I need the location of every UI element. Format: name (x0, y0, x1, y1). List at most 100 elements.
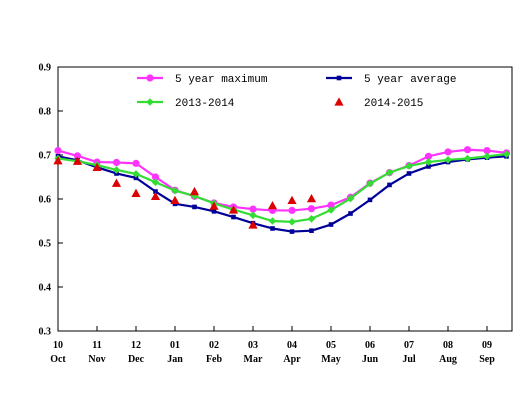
data-point (328, 222, 334, 227)
data-point (151, 173, 160, 181)
x-tick-label-number: 12 (131, 340, 141, 351)
data-point (231, 214, 236, 220)
data-point (424, 152, 433, 160)
x-tick-label-month: Jul (402, 354, 416, 365)
data-point (287, 195, 297, 204)
data-point (133, 175, 139, 181)
x-axis: 10 Oct 11 Nov 12 Dec 01 Jan 02 Feb 03 Mar 04 Apr 05 May… (50, 326, 495, 365)
legend-entry: 2013-2014 (137, 98, 235, 110)
x-tick-label-month: Dec (128, 354, 145, 365)
y-tick-label: 0.7 (39, 151, 52, 162)
data-point (171, 186, 179, 195)
x-tick-label-month: Aug (439, 354, 457, 365)
x-tick-label-number: 02 (209, 340, 219, 351)
data-point (270, 226, 275, 231)
data-point (112, 166, 121, 174)
y-tick-label: 0.4 (39, 283, 52, 294)
data-point (288, 218, 296, 226)
data-point (502, 150, 511, 158)
data-point (309, 228, 314, 233)
x-tick-label-number: 07 (404, 340, 414, 351)
x-tick-label-number: 05 (326, 340, 336, 351)
data-point (249, 211, 257, 220)
data-point (346, 194, 355, 203)
data-point (131, 188, 141, 197)
data-point (444, 148, 452, 156)
legend-label: 5 year maximum (175, 74, 268, 86)
data-point (211, 209, 217, 214)
y-tick-label: 0.6 (39, 195, 52, 206)
data-point (153, 189, 158, 194)
data-point (289, 229, 295, 234)
data-point (334, 97, 344, 106)
data-point (192, 204, 197, 210)
x-tick-label-month: Nov (88, 354, 105, 365)
series-2014-2015 (53, 156, 317, 229)
data-point (288, 206, 296, 215)
data-point (444, 156, 452, 164)
data-point (228, 205, 239, 214)
data-point (387, 182, 392, 188)
legend-entry: 5 year average (326, 74, 456, 86)
data-point (92, 162, 102, 171)
x-tick-label-month: Feb (206, 354, 223, 365)
data-point (406, 171, 412, 176)
x-tick-label-month: Jan (167, 354, 183, 365)
data-point (248, 220, 258, 229)
data-point (132, 170, 140, 178)
data-point (189, 186, 200, 196)
data-point (151, 178, 160, 187)
data-point (463, 146, 472, 154)
data-point (209, 201, 219, 210)
data-point (483, 147, 491, 155)
data-point (53, 156, 63, 165)
legend-entry: 2014-2015 (334, 97, 423, 110)
x-tick-label-number: 04 (287, 340, 297, 351)
x-tick-label-month: Jun (362, 354, 379, 365)
x-tick-label-number: 10 (53, 340, 63, 351)
series-layer (53, 146, 511, 234)
data-point (463, 154, 472, 163)
data-point (170, 195, 180, 204)
data-point (307, 215, 316, 223)
data-point (73, 152, 82, 160)
data-point (112, 158, 121, 167)
x-tick-label-month: Apr (283, 354, 301, 365)
data-point (72, 156, 83, 165)
data-point (385, 168, 394, 177)
data-point (111, 178, 122, 187)
data-point (336, 75, 342, 81)
legend-label: 2013-2014 (175, 98, 235, 110)
data-point (367, 197, 373, 203)
series-line (57, 155, 507, 233)
data-point (146, 74, 154, 82)
data-point (366, 179, 374, 188)
data-point (327, 206, 335, 214)
data-point (54, 147, 62, 155)
legend: 5 year maximum 5 year average 2013-2014 201… (137, 74, 456, 110)
data-point (146, 98, 154, 106)
y-tick-label: 0.9 (39, 63, 52, 74)
data-point (348, 211, 353, 216)
x-tick-label-month: Sep (479, 354, 495, 365)
x-tick-label-month: Oct (50, 354, 66, 365)
plot-area (57, 66, 513, 332)
legend-entry: 5 year maximum (137, 74, 268, 86)
y-tick-label: 0.8 (39, 107, 52, 118)
data-point (483, 152, 491, 161)
data-point (268, 217, 277, 225)
x-tick-label-number: 06 (365, 340, 375, 351)
data-point (424, 158, 433, 166)
x-tick-label-number: 01 (170, 340, 180, 351)
legend-label: 2014-2015 (364, 98, 423, 110)
x-tick-label-number: 11 (92, 340, 101, 351)
data-point (426, 164, 431, 169)
x-tick-label-number: 09 (482, 340, 492, 351)
x-tick-label-number: 03 (248, 340, 258, 351)
x-tick-label-month: May (321, 354, 340, 365)
data-point (306, 193, 317, 203)
data-point (405, 162, 413, 170)
data-point (307, 205, 316, 213)
y-tick-label: 0.3 (39, 327, 52, 338)
